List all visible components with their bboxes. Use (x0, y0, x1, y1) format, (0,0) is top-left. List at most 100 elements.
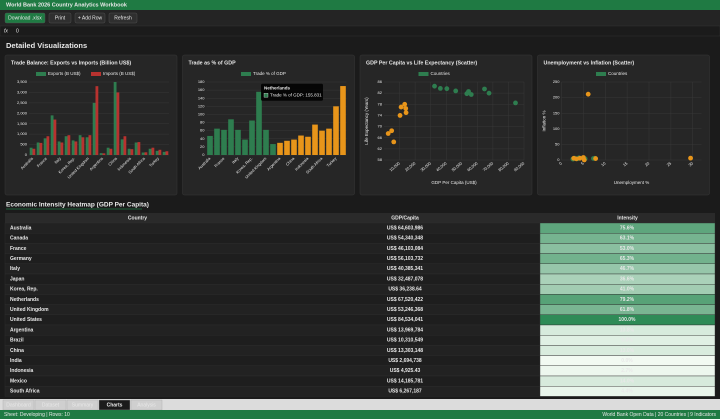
bar (130, 149, 134, 155)
formula-label: fx (4, 28, 8, 34)
bar (29, 147, 33, 155)
intensity-label: 13.8% (620, 327, 635, 333)
gdp-cell: US$ 10,310,549 (387, 338, 423, 344)
x-tick-label: China (107, 155, 118, 166)
table-row (4, 324, 541, 336)
x-tick-label: 25 (666, 160, 673, 167)
gdp-cell: US$ 36,238.64 (388, 287, 422, 293)
x-tick-label: 5 (580, 160, 586, 166)
column-header: Intensity (617, 215, 638, 221)
country-cell: United Kingdom (10, 307, 49, 313)
sheet-tab-label: Dashboard (6, 402, 31, 408)
intensity-label: 65.3% (620, 256, 635, 262)
bar (43, 138, 47, 155)
bar (144, 152, 148, 155)
toolbar-button[interactable] (48, 12, 72, 24)
country-cell: Mexico (10, 378, 27, 384)
legend-swatch (418, 72, 429, 76)
scatter-point (593, 156, 599, 161)
y-tick-label: 60 (200, 128, 205, 133)
x-tick-label: 15 (622, 160, 629, 167)
intensity-label: 46.7% (620, 266, 635, 272)
x-tick-label: 30 (687, 160, 694, 167)
tooltip-swatch (263, 93, 269, 98)
bar (151, 147, 155, 155)
gdp-cell: US$ 56,103,732 (387, 256, 423, 262)
tab-bar (0, 399, 720, 410)
bar (158, 149, 162, 155)
gdp-cell: US$ 53,246,368 (387, 307, 423, 313)
bar (207, 135, 213, 155)
chart-title: Trade as % of GDP (189, 60, 237, 66)
column-header: GDP/Capita (391, 215, 419, 221)
y-tick-label: 0 (25, 152, 28, 157)
bar (46, 136, 50, 155)
bar (71, 140, 75, 155)
x-tick-label: 0 (558, 160, 564, 166)
toolbar-button[interactable] (74, 12, 106, 24)
gdp-cell: US$ 13,969,784 (387, 327, 423, 333)
table-row (4, 375, 541, 387)
bar (221, 129, 227, 155)
bar (340, 86, 346, 155)
gdp-cell: US$ 64,603,986 (387, 225, 423, 231)
country-cell: India (10, 358, 22, 364)
status-left: Sheet: Developing | Rows: 10 (4, 412, 70, 418)
country-cell: Germany (10, 256, 32, 262)
toolbar-button-label: + Add Row (78, 15, 103, 21)
bar (123, 136, 127, 155)
x-tick-label: 10 (600, 160, 607, 167)
bar (298, 135, 304, 155)
table-row (4, 232, 541, 244)
bar (32, 148, 36, 155)
y-tick-label: 160 (198, 87, 205, 92)
chart-panel (4, 54, 178, 196)
section-title: Detailed Visualizations (6, 41, 87, 50)
bar (137, 142, 141, 155)
y-tick-label: 180 (198, 79, 205, 84)
y-tick-label: 100 (553, 126, 560, 131)
toolbar-button-label: Refresh (114, 15, 132, 21)
toolbar-button[interactable] (4, 12, 46, 24)
y-tick-label: 86 (378, 79, 383, 84)
bar (109, 148, 113, 155)
scatter-point (464, 91, 470, 97)
toolbar-button-label: Print (55, 15, 66, 21)
gdp-cell: US$ 4,925.43 (390, 368, 421, 374)
intensity-label: 14.0% (620, 378, 635, 384)
chart-title: Trade Balance: Exports vs Imports (Billi… (11, 60, 131, 66)
table-row (4, 355, 541, 367)
x-tick-label: Italy (231, 156, 240, 165)
tooltip-text: Trade % of GDP: 155.831 (270, 92, 322, 97)
intensity-label: 13.0% (620, 348, 635, 354)
legend-swatch (596, 72, 606, 76)
y-axis-label: Life Expectancy (Years) (364, 97, 369, 145)
intensity-cell (539, 386, 716, 397)
gdp-cell: US$ 13,303,148 (387, 348, 423, 354)
gdp-cell: US$ 46,103,084 (387, 246, 423, 252)
bar (141, 152, 145, 155)
country-cell: France (10, 246, 27, 252)
sheet-tab-label: Charts (107, 402, 123, 408)
bar (155, 150, 159, 155)
toolbar-button[interactable] (108, 12, 138, 24)
legend-swatch (241, 72, 251, 76)
bar (228, 119, 234, 155)
y-tick-label: 1,500 (17, 121, 28, 126)
bar (36, 142, 40, 155)
y-tick-label: 80 (200, 120, 205, 125)
scatter-point (437, 86, 443, 91)
formula-value: 0 (16, 28, 19, 34)
intensity-label: 2.7% (621, 368, 633, 374)
country-cell: Netherlands (10, 297, 39, 303)
legend-label: Exports (B US$) (48, 71, 81, 76)
title-bar (0, 0, 720, 10)
country-cell: Korea, Rep. (10, 287, 38, 293)
scatter-point (389, 128, 395, 134)
country-cell: China (10, 348, 24, 354)
bar (78, 135, 82, 155)
y-tick-label: 74 (378, 112, 383, 117)
scatter-point (688, 155, 693, 161)
bar (312, 124, 318, 155)
intensity-label: 63.1% (620, 236, 635, 242)
